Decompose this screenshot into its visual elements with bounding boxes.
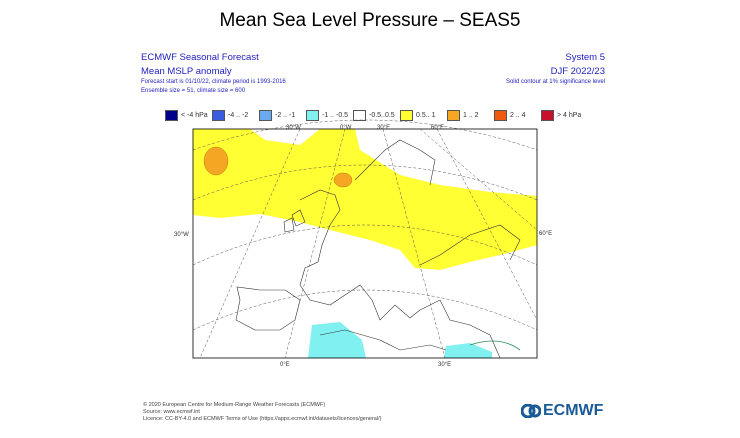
licence-link[interactable]: Licence: CC-BY-4.0 and ECMWF Terms of Us… xyxy=(143,416,382,422)
orange-anomaly-greenland xyxy=(203,146,229,176)
ecmwf-logo: ECMWF xyxy=(521,402,603,420)
legend-item: 2 .. 4 xyxy=(494,110,526,121)
legend-label: -2 .. -1 xyxy=(275,112,296,119)
legend-label: 2 .. 4 xyxy=(510,112,526,119)
legend-swatch xyxy=(447,110,460,121)
legend-label: -4 .. -2 xyxy=(228,112,249,119)
system-label: System 5 xyxy=(565,52,605,63)
positive-anomaly-region xyxy=(193,129,537,270)
legend-item: > 4 hPa xyxy=(541,110,581,121)
cyan-anomaly-west-med xyxy=(308,322,366,358)
legend-item: 0.5.. 1 xyxy=(400,110,435,121)
header-line-3: Forecast start is 01/10/22, climate peri… xyxy=(141,79,286,85)
significance-note: Solid contour at 1% significance level xyxy=(505,79,605,85)
legend-label: > 4 hPa xyxy=(557,112,582,119)
cyan-anomaly-east-med xyxy=(444,343,492,358)
legend-swatch xyxy=(353,110,366,121)
legend-swatch xyxy=(165,110,178,121)
page-title: Mean Sea Level Pressure – SEAS5 xyxy=(219,10,521,31)
legend-swatch xyxy=(306,110,319,121)
significance-contour xyxy=(469,340,521,351)
lon-label-top-30w: 30°W xyxy=(286,125,301,131)
lon-label-left-30w: 30°W xyxy=(174,232,189,238)
lon-label-bottom-30e: 30°E xyxy=(438,362,452,368)
legend-swatch xyxy=(541,110,554,121)
legend-label: 1 .. 2 xyxy=(463,112,479,119)
lon-label-top-30e: 30°E xyxy=(377,125,391,131)
legend-label: 0.5.. 1 xyxy=(416,112,436,119)
legend-swatch xyxy=(400,110,413,121)
graticule xyxy=(192,119,538,359)
legend-swatch xyxy=(494,110,507,121)
lon-label-bottom-0e: 0°E xyxy=(280,362,290,368)
legend-item: < -4 hPa xyxy=(165,110,208,121)
ecmwf-logo-icon xyxy=(521,404,541,418)
copyright: © 2020 European Centre for Medium-Range … xyxy=(143,402,326,408)
source-link[interactable]: Source: www.ecmwf.int xyxy=(143,409,200,415)
legend-swatch xyxy=(259,110,272,121)
legend-label: -1 .. -0.5 xyxy=(322,112,349,119)
legend-label: -0.5..0.5 xyxy=(369,112,395,119)
orange-anomaly-north-sea xyxy=(333,172,353,188)
legend-item: -1 .. -0.5 xyxy=(306,110,348,121)
ecmwf-logo-text: ECMWF xyxy=(543,402,604,419)
map-frame xyxy=(192,128,538,359)
legend-item: -4 .. -2 xyxy=(212,110,248,121)
season-label: DJF 2022/23 xyxy=(550,66,605,77)
legend-label: < -4 hPa xyxy=(181,112,208,119)
lon-label-top-0w: 0°W xyxy=(340,125,352,131)
positive-anomaly-region-topleft-gap xyxy=(250,129,320,145)
lon-label-top-60e: 60°E xyxy=(431,125,445,131)
legend-swatch xyxy=(212,110,225,121)
header-line-2: Mean MSLP anomaly xyxy=(141,66,232,77)
legend-item: -0.5..0.5 xyxy=(353,110,395,121)
header-line-4: Ensemble size = 51, climate size = 600 xyxy=(141,88,246,94)
lon-label-right-60e: 60°E xyxy=(539,231,553,237)
legend-item: 1 .. 2 xyxy=(447,110,479,121)
legend-item: -2 .. -1 xyxy=(259,110,295,121)
header-line-1: ECMWF Seasonal Forecast xyxy=(141,52,259,63)
